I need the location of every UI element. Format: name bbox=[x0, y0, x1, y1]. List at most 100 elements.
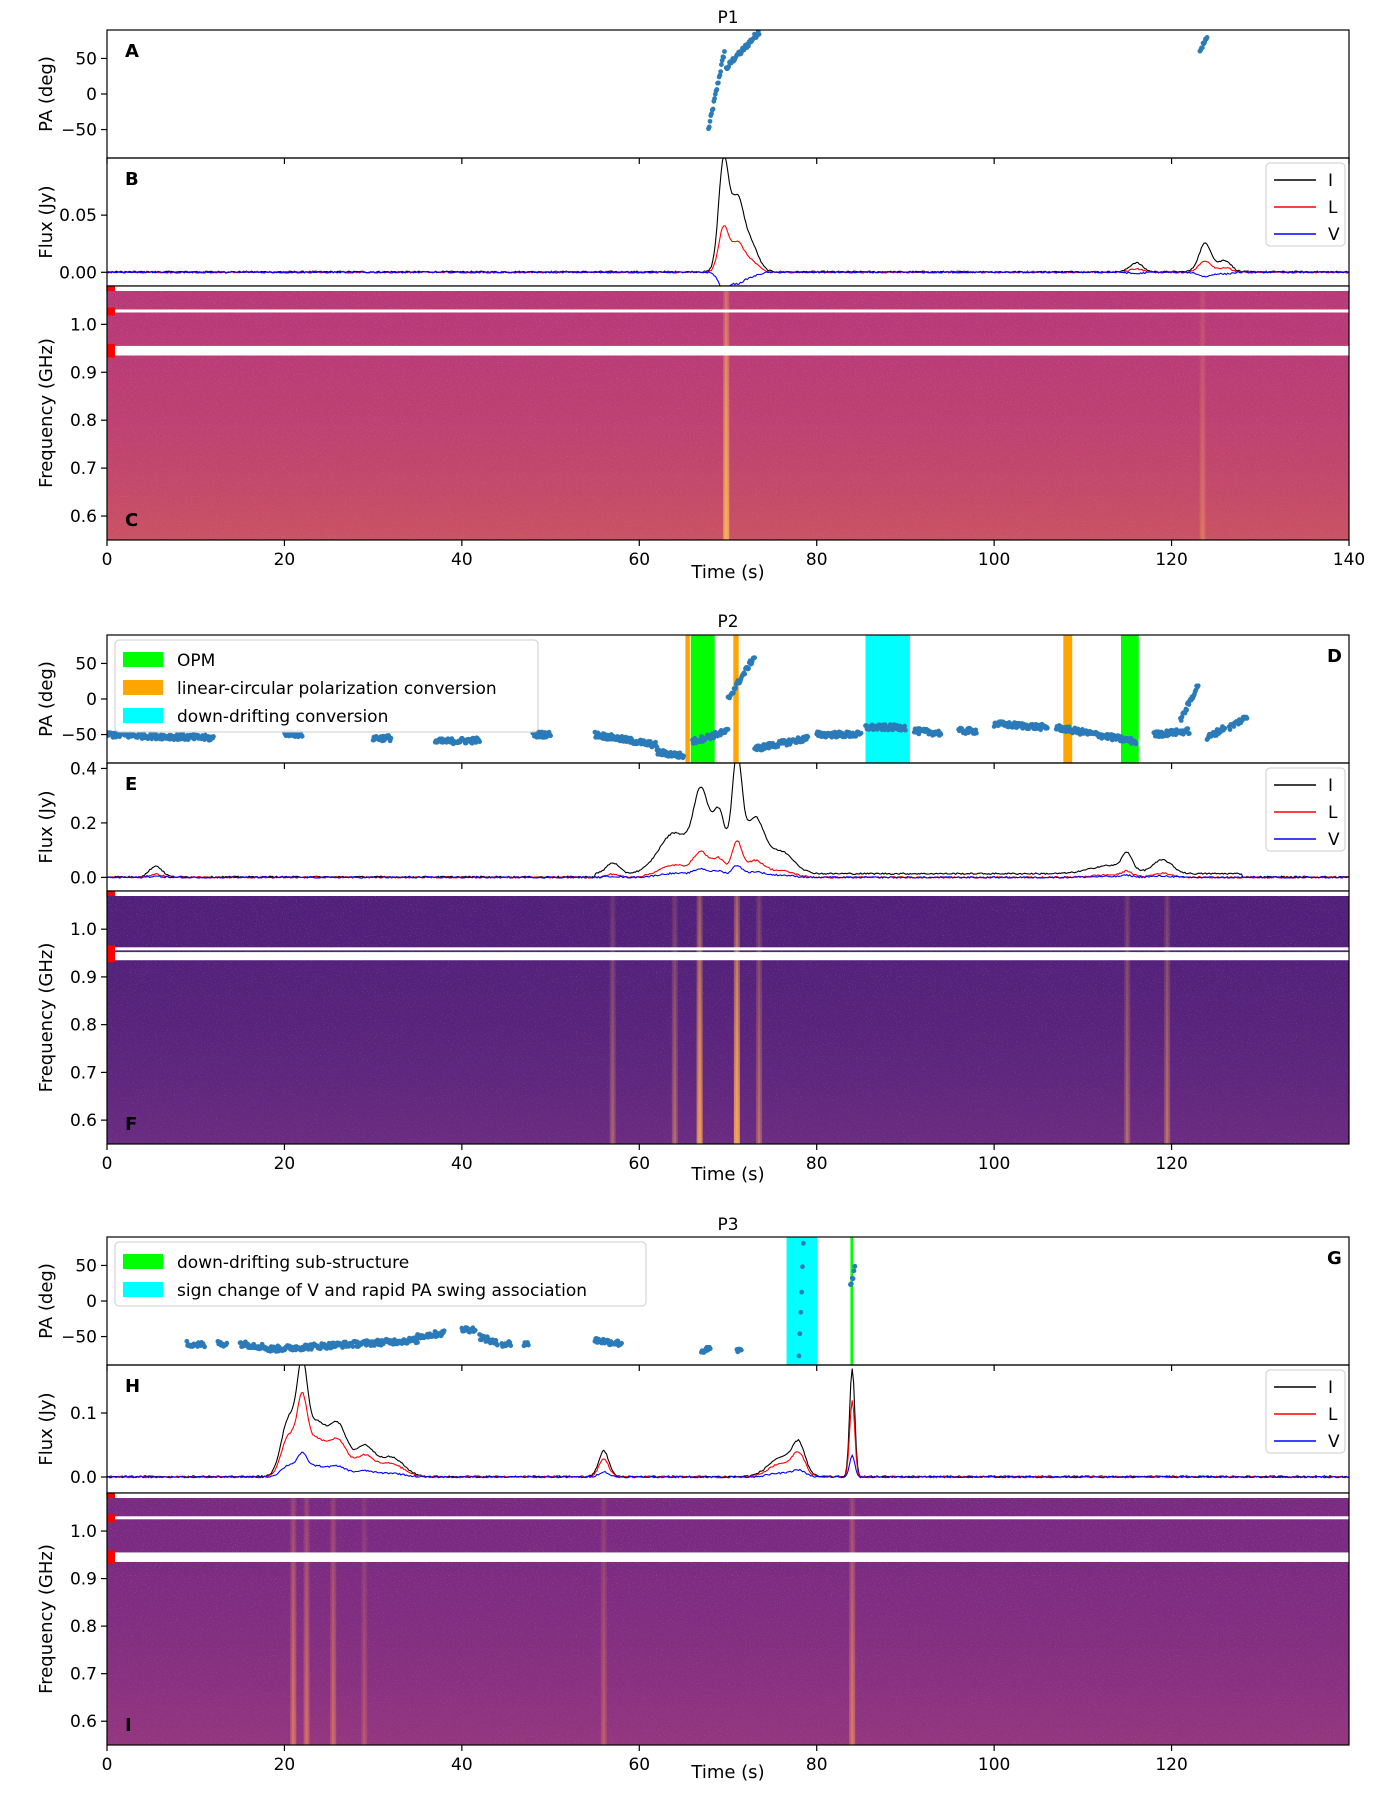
plot-area bbox=[107, 635, 1250, 763]
pa-point bbox=[754, 747, 760, 753]
pa-point bbox=[494, 1342, 500, 1348]
highlight-band bbox=[850, 1237, 854, 1365]
pa-point bbox=[850, 1276, 856, 1282]
y-tick-label: 0.6 bbox=[70, 507, 97, 527]
highlight-band bbox=[1063, 635, 1073, 763]
pa-point bbox=[415, 1340, 420, 1345]
pa-point bbox=[726, 64, 732, 69]
pa-point bbox=[730, 690, 736, 696]
y-tick-label: 50 bbox=[75, 654, 97, 674]
pa-point bbox=[746, 666, 751, 671]
y-axis-label: Flux (Jy) bbox=[36, 185, 57, 258]
pa-point bbox=[1186, 731, 1192, 736]
pa-point bbox=[722, 49, 727, 54]
pa-point bbox=[903, 727, 908, 733]
pa-point bbox=[1038, 727, 1044, 733]
pa-point bbox=[710, 106, 716, 112]
panel-dynspec: 1.0 0.9 0.8 0.7 0.6 Frequency (GHz) C0 20 40 60 80… bbox=[36, 285, 1365, 583]
legend-label: I bbox=[1328, 171, 1333, 191]
burst-stripe bbox=[851, 1493, 854, 1745]
pa-point bbox=[1244, 715, 1250, 721]
burst-stripe bbox=[292, 1493, 295, 1745]
panel-flux: ILV 0.1 0.0 Flux (Jy) H bbox=[36, 1364, 1350, 1499]
plot-area bbox=[184, 1237, 858, 1365]
y-tick-label: 1.0 bbox=[70, 920, 97, 940]
pa-point bbox=[441, 1328, 447, 1334]
y-tick-label: 50 bbox=[75, 1256, 97, 1276]
legend-label: OPM bbox=[177, 651, 215, 671]
x-tick-label: 120 bbox=[1155, 550, 1187, 570]
plot-area bbox=[107, 763, 1349, 879]
legend-label: L bbox=[1328, 198, 1338, 218]
series-line-I bbox=[107, 763, 1349, 879]
series-line-V bbox=[107, 1451, 1349, 1479]
y-tick-label: 1.0 bbox=[70, 1522, 97, 1542]
y-tick-label: 0.1 bbox=[70, 1404, 97, 1424]
legend-label: linear-circular polarization conversion bbox=[177, 679, 497, 699]
flag-marker bbox=[107, 307, 115, 316]
y-axis-label: Frequency (GHz) bbox=[36, 1544, 57, 1694]
pa-point bbox=[719, 62, 724, 67]
plot-area bbox=[107, 158, 1349, 286]
burst-stripe bbox=[757, 891, 761, 1144]
flag-marker bbox=[107, 945, 115, 954]
burst-stripe bbox=[1126, 891, 1129, 1144]
legend-label: L bbox=[1328, 1405, 1338, 1425]
series-line-L bbox=[107, 225, 1349, 274]
x-tick-label: 60 bbox=[628, 1755, 650, 1775]
plot-area bbox=[107, 891, 1349, 1144]
axes-frame bbox=[106, 890, 1350, 1145]
pa-point bbox=[472, 1327, 478, 1333]
pa-point bbox=[721, 54, 727, 60]
pa-point bbox=[798, 1309, 804, 1315]
legend-box bbox=[1265, 1369, 1346, 1454]
pa-point bbox=[715, 80, 721, 86]
y-tick-label: 0.7 bbox=[70, 1665, 97, 1685]
pa-point bbox=[725, 726, 731, 732]
x-tick-label: 100 bbox=[978, 550, 1010, 570]
pa-point bbox=[858, 730, 864, 736]
burst-stripe bbox=[332, 1493, 335, 1745]
pa-point bbox=[619, 1340, 624, 1346]
pa-point bbox=[712, 96, 717, 101]
pa-point bbox=[852, 1263, 858, 1269]
pa-point bbox=[742, 671, 748, 677]
y-axis-label: Flux (Jy) bbox=[36, 1392, 57, 1465]
burst-stripe bbox=[725, 286, 728, 540]
spectrogram-shading bbox=[107, 1493, 1349, 1745]
x-tick-label: 100 bbox=[978, 1154, 1010, 1174]
legend-label: down-drifting conversion bbox=[177, 707, 388, 727]
x-tick-label: 120 bbox=[1155, 1755, 1187, 1775]
pa-point bbox=[1199, 45, 1205, 51]
burst-stripe bbox=[1201, 286, 1204, 540]
pa-point bbox=[525, 1342, 531, 1348]
series-line-I bbox=[107, 158, 1349, 274]
x-tick-label: 20 bbox=[274, 1154, 296, 1174]
burst-stripe bbox=[673, 891, 676, 1144]
x-tick-label: 100 bbox=[978, 1755, 1010, 1775]
legend-box bbox=[1265, 162, 1346, 247]
pa-point bbox=[681, 753, 687, 759]
panel-letter: E bbox=[125, 774, 137, 795]
y-tick-label: 0.6 bbox=[70, 1111, 97, 1131]
rfi-mask bbox=[107, 891, 1349, 896]
legend-box bbox=[1265, 767, 1346, 852]
y-axis-label: PA (deg) bbox=[36, 661, 57, 737]
rfi-mask bbox=[107, 947, 1349, 951]
burst-stripe bbox=[1165, 891, 1169, 1144]
pa-point bbox=[718, 69, 724, 75]
y-tick-label: 0 bbox=[86, 1292, 97, 1312]
flag-marker bbox=[107, 1493, 115, 1498]
rfi-mask bbox=[107, 1516, 1349, 1520]
pa-point bbox=[1133, 741, 1139, 747]
y-axis-label: PA (deg) bbox=[36, 56, 57, 132]
pa-point bbox=[211, 734, 216, 739]
y-tick-label: 0.7 bbox=[70, 459, 97, 479]
spectrogram-shading bbox=[107, 891, 1349, 1144]
y-tick-label: −50 bbox=[61, 121, 97, 141]
y-tick-label: 0.00 bbox=[59, 263, 97, 283]
y-tick-label: 0.0 bbox=[70, 868, 97, 888]
pa-point bbox=[709, 111, 714, 117]
